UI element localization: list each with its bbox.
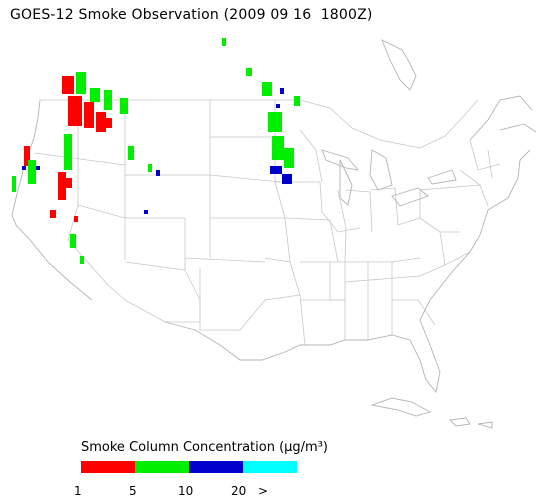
- state-boundaries: [34, 99, 501, 346]
- color-legend-bar: [81, 461, 297, 473]
- legend-segment-5-10: [135, 461, 189, 473]
- legend-tick: 1: [74, 484, 82, 498]
- legend-segment-1-5: [81, 461, 135, 473]
- legend-tick: >: [258, 484, 269, 498]
- legend-title: Smoke Column Concentration (μg/m³): [81, 440, 328, 455]
- legend-tick: 5: [129, 484, 137, 498]
- legend-tick: 10: [178, 484, 194, 498]
- coastlines: [11, 39, 537, 429]
- smoke-pixels-red: [24, 76, 112, 222]
- legend-tick: 20: [231, 484, 247, 498]
- smoke-pixels-blue: [22, 88, 292, 214]
- smoke-pixels-green: [12, 38, 300, 264]
- legend-segment-20-plus: [243, 461, 297, 473]
- legend-segment-10-20: [189, 461, 243, 473]
- map-title: GOES-12 Smoke Observation (2009 09 16 18…: [10, 7, 373, 23]
